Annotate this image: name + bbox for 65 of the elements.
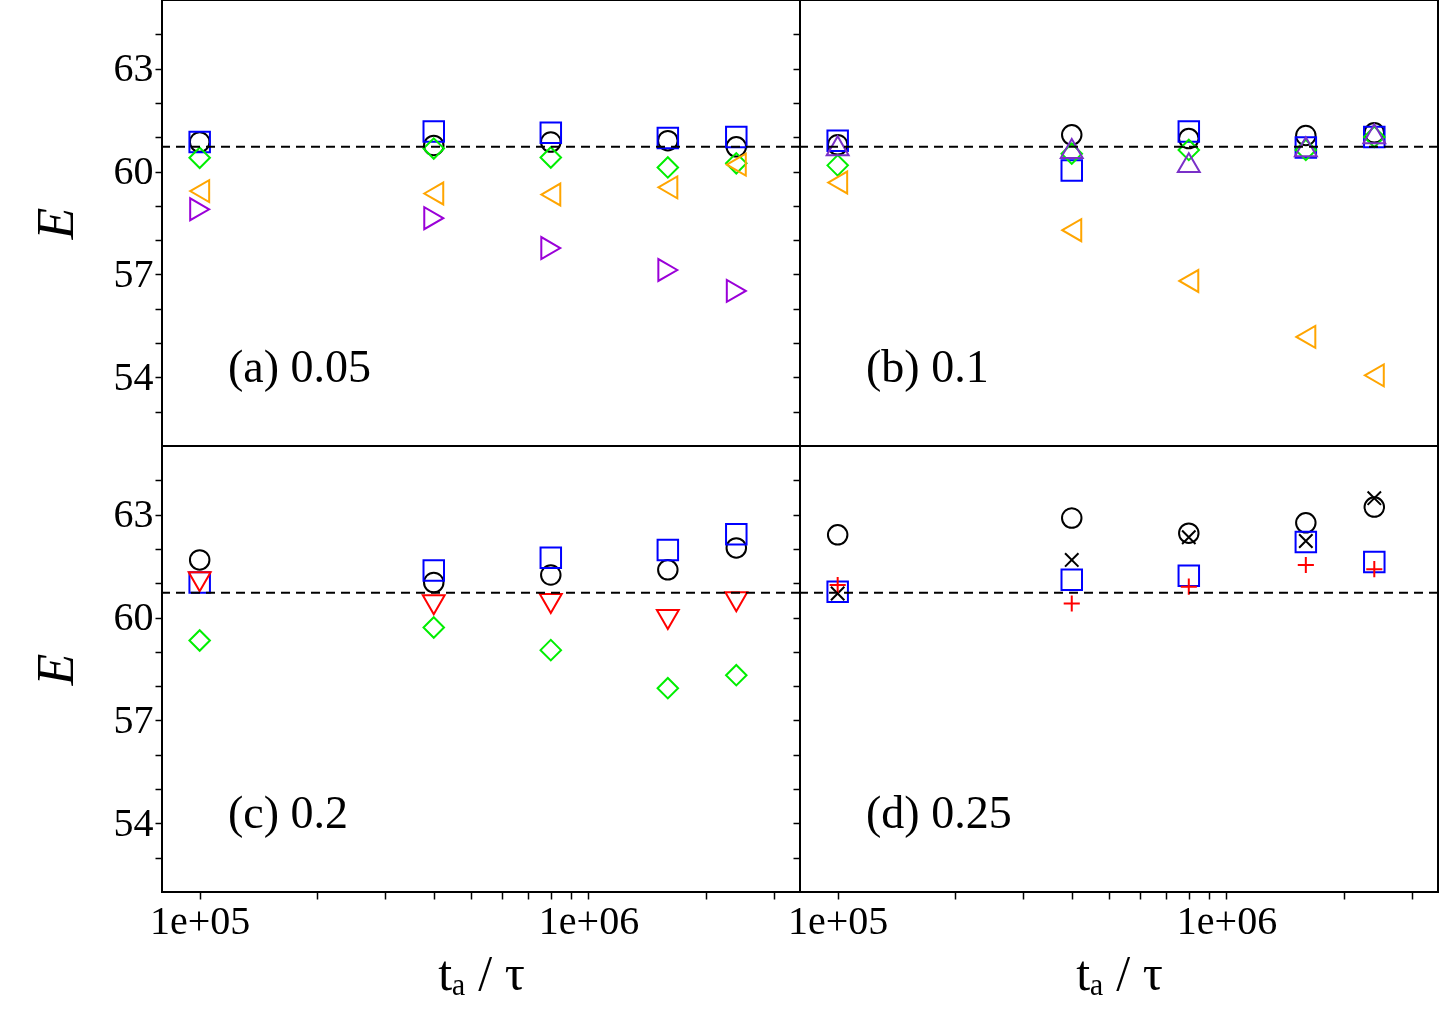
point xyxy=(1059,138,1084,160)
point xyxy=(655,609,680,631)
x-axis-title: tₐ / τ xyxy=(438,944,525,1001)
point xyxy=(538,592,563,614)
point xyxy=(1177,120,1201,143)
point xyxy=(1062,594,1081,613)
x-tick-label: 1e+05 xyxy=(150,897,251,943)
point xyxy=(1295,124,1317,147)
point xyxy=(1295,512,1317,534)
point xyxy=(1064,552,1080,568)
point xyxy=(539,638,563,662)
point xyxy=(1060,142,1083,165)
point xyxy=(1061,218,1083,243)
y-tick-label: 54 xyxy=(113,799,154,845)
point xyxy=(1294,530,1318,554)
point xyxy=(657,559,679,581)
point xyxy=(540,131,562,153)
point xyxy=(539,546,563,570)
point xyxy=(1177,138,1201,162)
annotation: (b) 0.1 xyxy=(866,341,989,392)
y-axis-title: E xyxy=(26,207,84,241)
annotation: (c) 0.2 xyxy=(228,787,349,838)
point xyxy=(1296,555,1315,575)
point xyxy=(1178,522,1200,544)
point xyxy=(422,559,445,582)
point xyxy=(657,258,679,282)
point xyxy=(1178,269,1200,293)
x-tick-label: 1e+06 xyxy=(1176,897,1278,943)
y-tick-label: 60 xyxy=(113,148,154,194)
point xyxy=(1179,577,1198,596)
point xyxy=(1177,564,1201,587)
point xyxy=(1061,124,1083,146)
point xyxy=(421,594,446,616)
point xyxy=(423,571,445,594)
y-tick-label: 57 xyxy=(113,250,154,296)
point xyxy=(656,676,680,700)
point xyxy=(657,175,679,200)
y-tick-label: 57 xyxy=(113,696,154,742)
point xyxy=(540,182,562,207)
y-tick-label: 54 xyxy=(113,353,154,399)
point xyxy=(539,146,563,169)
point xyxy=(1061,507,1083,529)
point xyxy=(540,564,562,586)
y-tick-label: 63 xyxy=(113,45,154,91)
point xyxy=(656,156,680,179)
y-tick-label: 60 xyxy=(113,594,154,640)
point xyxy=(423,181,445,206)
point xyxy=(422,616,445,639)
point xyxy=(422,120,445,143)
x-tick-label: 1e+05 xyxy=(788,897,889,943)
point xyxy=(1060,159,1083,182)
y-tick-label: 63 xyxy=(113,491,154,537)
point xyxy=(1060,568,1083,592)
y-axis-title: E xyxy=(26,653,84,687)
point xyxy=(656,538,680,562)
annotation: (d) 0.25 xyxy=(866,787,1012,838)
point xyxy=(1295,324,1317,349)
point xyxy=(539,121,563,145)
point xyxy=(1178,127,1200,150)
annotation: (a) 0.05 xyxy=(228,341,372,392)
point xyxy=(423,206,445,231)
x-axis-title: tₐ / τ xyxy=(1076,944,1163,1001)
point xyxy=(540,236,562,260)
point xyxy=(1176,152,1201,174)
x-tick-label: 1e+06 xyxy=(538,897,640,943)
